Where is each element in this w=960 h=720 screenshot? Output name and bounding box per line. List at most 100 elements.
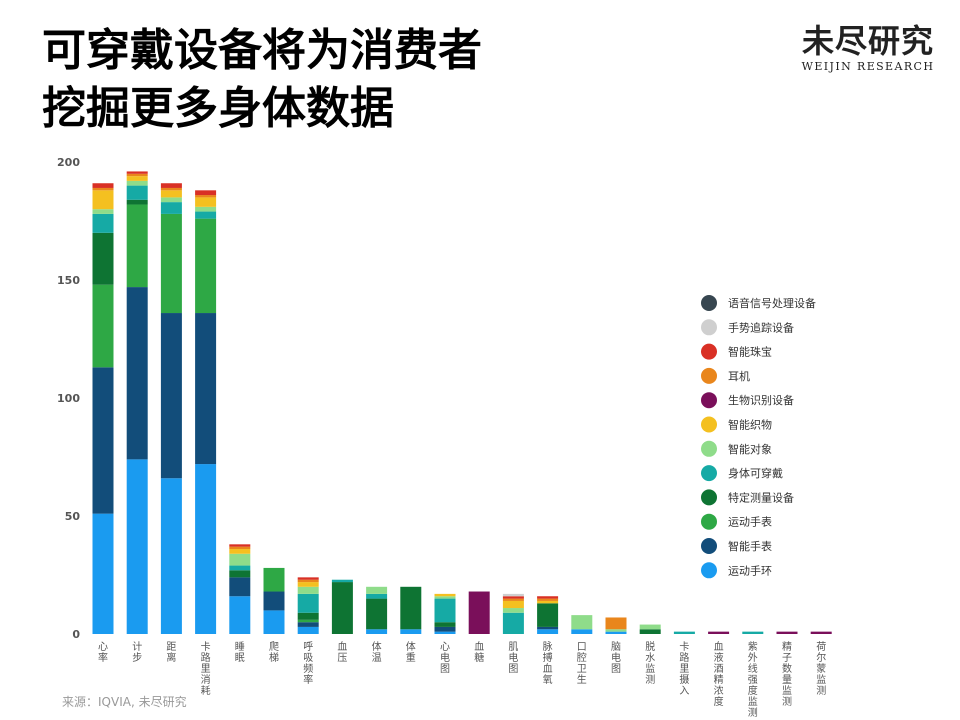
legend-swatch [701,440,717,457]
page-title: 可穿戴设备将为消费者 挖掘更多身体数据 [42,22,642,138]
bar-segment [126,173,148,177]
x-category-label: 紫外线强度监测 [748,641,758,719]
x-category-label: 卡路里消耗 [201,640,211,697]
x-category-label: 精子数量监测 [782,640,792,708]
x-category-label: 心电图 [440,641,450,675]
bar-segment [126,180,148,186]
bar-segment [434,596,456,599]
bar-segment [776,631,798,634]
legend-swatch [701,489,717,506]
legend-label: 智能珠宝 [728,345,772,359]
bar-segment [126,176,148,181]
x-category-label: 睡眠 [235,640,245,664]
bar-segment [331,579,353,583]
bar-segment [537,598,559,601]
bar-segment [537,626,559,630]
bar-segment [263,591,285,611]
bar-segment [297,622,319,627]
x-category-label: 脱水监测 [645,640,655,686]
bar-segment [92,284,114,368]
bar-segment [434,622,456,627]
bar-segment [810,631,832,634]
bar-segment [502,593,524,597]
bar-segment [297,579,319,583]
bar-segment [195,464,217,634]
bar-segment [229,549,251,554]
bar-segment [537,603,559,627]
legend-label: 耳机 [728,369,750,383]
legend-swatch [701,295,717,311]
bar-segment [605,631,627,634]
title-line-2: 挖掘更多身体数据 [42,83,394,134]
legend-label: 运动手表 [728,515,772,529]
bar-segment [160,190,182,198]
x-category-label: 血糖 [474,640,484,664]
legend-swatch [701,513,717,530]
x-category-label: 爬梯 [269,641,279,664]
bar-segment [366,629,388,634]
bar-segment [639,624,661,630]
bar-segment [195,190,217,196]
y-tick-label: 100 [57,392,80,405]
legend-swatch [701,319,717,336]
bar-segment [160,183,182,188]
x-category-label: 肌电图 [508,641,518,675]
y-tick-label: 200 [57,156,80,169]
x-category-label: 荷尔蒙监测 [816,641,826,697]
bar-segment [502,612,524,634]
bar-segment [434,598,456,623]
bar-segment [639,629,661,634]
bar-segment [571,629,593,634]
x-category-label: 口腔卫生 [577,642,587,686]
y-tick-label: 150 [57,274,80,287]
bar-segment [537,629,559,634]
bar-segment [605,629,627,632]
bar-segment [92,367,114,514]
x-category-label: 脉搏血氧 [543,640,553,686]
bar-segment [229,553,251,566]
bar-segment [537,600,559,604]
bar-segment [400,629,422,634]
bar-segment [708,631,730,634]
x-category-label: 血压 [337,640,347,664]
logo-sub-text: WEIJIN RESEARCH [801,60,935,73]
bar-segment [160,202,182,214]
x-category-label: 体温 [372,641,382,664]
source-note: 来源：IQVIA, 未尽研究 [62,695,187,709]
bar-segment [229,570,251,578]
legend-label: 智能对象 [728,442,772,456]
bar-segment [297,593,319,613]
bar-segment [297,577,319,580]
bar-segment [229,546,251,550]
bar-segment [297,612,319,620]
bar-segment [92,209,114,214]
bar-segment [126,287,148,460]
bar-segment [160,213,182,314]
legend-label: 特定测量设备 [728,490,794,504]
bar-segment [400,586,422,630]
bar-segment [229,577,251,597]
bar-segment [92,213,114,233]
legend-label: 语音信号处理设备 [728,296,816,310]
legend-swatch [701,343,717,360]
x-category-label: 卡路里摄入 [679,640,689,697]
bar-segment [366,598,388,630]
logo-main-text: 未尽研究 [801,22,934,60]
bar-segment [605,617,627,630]
bar-segment [160,478,182,634]
x-category-label: 脑电图 [611,640,621,675]
bar-segment [195,211,217,219]
bar-segment [742,631,764,634]
bar-segment [160,313,182,479]
legend-label: 身体可穿戴 [728,466,783,480]
x-category-label: 呼吸频率 [303,641,313,686]
bar-segment [673,631,695,634]
legend-swatch [701,538,717,554]
bar-segment [434,593,456,597]
bar-segment [126,204,148,288]
legend-swatch [701,392,717,409]
bar-segment [263,567,285,592]
bar-segment [502,608,524,613]
bar-segment [92,513,114,634]
